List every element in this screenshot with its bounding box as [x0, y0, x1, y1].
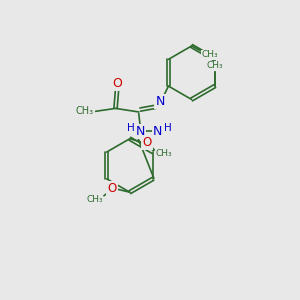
Text: N: N	[153, 125, 162, 138]
Text: CH₃: CH₃	[76, 106, 94, 116]
Text: H: H	[164, 123, 171, 133]
Text: CH₃: CH₃	[156, 149, 172, 158]
Text: O: O	[142, 136, 152, 149]
Text: N: N	[155, 95, 165, 108]
Text: O: O	[112, 77, 122, 90]
Text: CH₃: CH₃	[86, 195, 103, 204]
Text: O: O	[107, 182, 117, 195]
Text: CH₃: CH₃	[206, 61, 223, 70]
Text: H: H	[127, 123, 135, 133]
Text: CH₃: CH₃	[202, 50, 218, 59]
Text: N: N	[136, 125, 145, 138]
